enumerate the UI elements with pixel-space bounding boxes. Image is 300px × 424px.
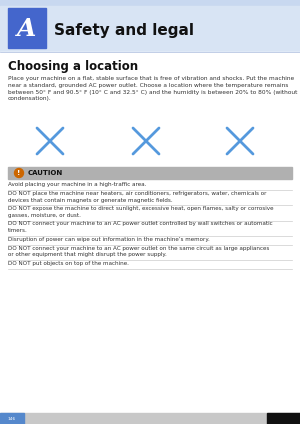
Text: DO NOT put objects on top of the machine.: DO NOT put objects on top of the machine…: [8, 261, 129, 266]
Text: DO NOT place the machine near heaters, air conditioners, refrigerators, water, c: DO NOT place the machine near heaters, a…: [8, 191, 266, 203]
Circle shape: [14, 168, 23, 178]
Text: Place your machine on a flat, stable surface that is free of vibration and shock: Place your machine on a flat, stable sur…: [8, 76, 297, 101]
Bar: [0, 0, 300, 6]
Text: !: !: [17, 170, 21, 176]
Bar: [267, 413, 300, 424]
Text: DO NOT expose the machine to direct sunlight, excessive heat, open flames, salty: DO NOT expose the machine to direct sunl…: [8, 206, 274, 218]
Text: A: A: [17, 17, 37, 41]
Text: CAUTION: CAUTION: [28, 170, 63, 176]
Text: Avoid placing your machine in a high-traffic area.: Avoid placing your machine in a high-tra…: [8, 182, 146, 187]
Text: Disruption of power can wipe out information in the machine’s memory.: Disruption of power can wipe out informa…: [8, 237, 210, 242]
Text: Safety and legal: Safety and legal: [54, 22, 194, 37]
Bar: [0, 413, 24, 424]
Text: Choosing a location: Choosing a location: [8, 60, 138, 73]
Bar: [8, 8, 46, 48]
Text: DO NOT connect your machine to an AC power outlet controlled by wall switches or: DO NOT connect your machine to an AC pow…: [8, 221, 273, 233]
Bar: [8, 167, 292, 179]
Text: 146: 146: [8, 416, 16, 421]
Bar: [0, 413, 300, 424]
Text: DO NOT connect your machine to an AC power outlet on the same circuit as large a: DO NOT connect your machine to an AC pow…: [8, 246, 269, 257]
Bar: [0, 6, 300, 52]
Bar: [0, 52, 300, 424]
